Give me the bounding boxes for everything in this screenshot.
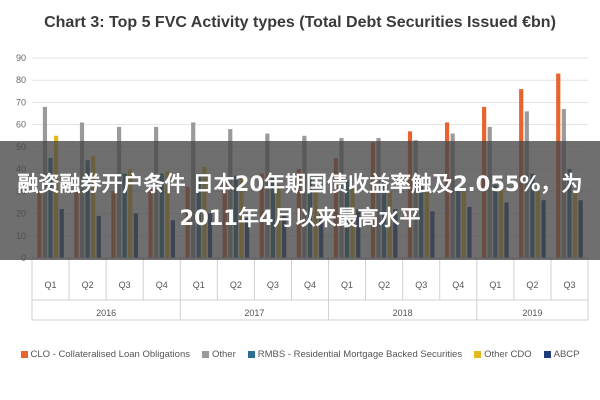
- legend-swatch: [247, 351, 255, 358]
- chart-title: Chart 3: Top 5 FVC Activity types (Total…: [44, 14, 556, 31]
- x-tick-label: Q2: [230, 280, 242, 290]
- x-tick-label: Q4: [452, 280, 464, 290]
- legend-item: RMBS - Residential Mortgage Backed Secur…: [247, 349, 463, 360]
- x-tick-label: Q3: [563, 280, 575, 290]
- legend-label: Other CDO: [484, 349, 532, 360]
- y-tick-label: 80: [16, 75, 26, 85]
- legend-swatch: [543, 351, 551, 358]
- legend-item: Other CDO: [474, 349, 532, 360]
- x-tick-label: Q3: [119, 280, 131, 290]
- year-label: 2018: [393, 308, 413, 318]
- x-tick-label: Q3: [267, 280, 279, 290]
- legend-label: CLO - Collateralised Loan Obligations: [30, 349, 190, 360]
- x-tick-label: Q1: [45, 280, 57, 290]
- x-tick-label: Q4: [156, 280, 168, 290]
- x-tick-label: Q2: [526, 280, 538, 290]
- legend-item: CLO - Collateralised Loan Obligations: [20, 349, 190, 360]
- legend-label: Other: [211, 349, 236, 360]
- x-tick-label: Q1: [193, 280, 205, 290]
- x-tick-label: Q1: [341, 280, 353, 290]
- legend-swatch: [20, 351, 28, 358]
- legend-swatch: [474, 351, 482, 358]
- headline-banner: 融资融券开户条件 日本20年期国债收益率触及2.055%，为2011年4月以来最…: [0, 141, 600, 260]
- legend-label: ABCP: [553, 349, 580, 360]
- x-tick-label: Q3: [415, 280, 427, 290]
- legend-item: ABCP: [543, 349, 580, 360]
- legend-item: Other: [201, 349, 236, 360]
- year-label: 2016: [96, 308, 116, 318]
- legend-label: RMBS - Residential Mortgage Backed Secur…: [257, 349, 463, 360]
- year-label: 2017: [244, 308, 264, 318]
- x-tick-label: Q4: [304, 280, 316, 290]
- y-tick-label: 90: [16, 53, 26, 63]
- chart-legend: CLO - Collateralised Loan Obligations Oth…: [0, 349, 600, 360]
- y-tick-label: 70: [16, 97, 26, 107]
- legend-swatch: [201, 351, 209, 358]
- year-label: 2019: [522, 308, 542, 318]
- y-tick-label: 60: [16, 120, 26, 130]
- x-tick-label: Q2: [82, 280, 94, 290]
- x-tick-label: Q2: [378, 280, 390, 290]
- headline-text: 融资融券开户条件 日本20年期国债收益率触及2.055%，为2011年4月以来最…: [17, 171, 583, 230]
- x-tick-label: Q1: [489, 280, 501, 290]
